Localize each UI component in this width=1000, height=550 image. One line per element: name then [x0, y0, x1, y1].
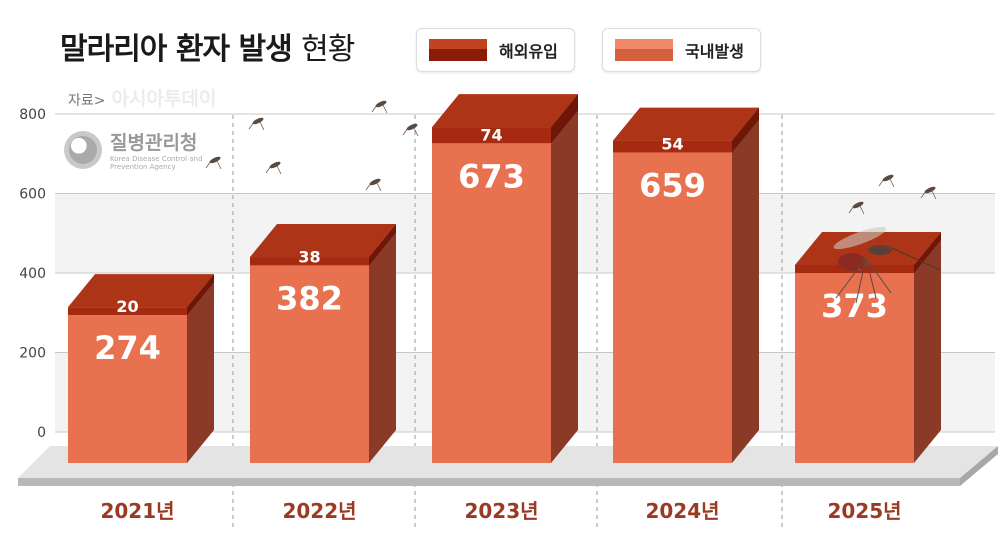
- bar-top-face: [613, 107, 759, 141]
- mosquito-leg: [365, 182, 372, 191]
- bar-overseas: [250, 257, 369, 266]
- y-tick-label: 600: [19, 187, 46, 203]
- overseas-value-label: 20: [116, 297, 138, 316]
- mosquito-large-wing: [833, 226, 887, 250]
- legend-overseas: 해외유입: [416, 28, 575, 72]
- source-line: 자료> 아시아투데이: [68, 84, 216, 111]
- mosquito-leg: [265, 165, 272, 174]
- bar-side-face: [187, 274, 214, 463]
- x-category-label: 2024년: [645, 499, 719, 523]
- bar-domestic: [432, 143, 551, 463]
- mosquito-icon: [924, 186, 936, 194]
- chart-title: 말라리아 환자 발생 현황: [60, 24, 355, 68]
- mosquito-leg: [920, 190, 927, 199]
- bar-side-overseas: [369, 224, 396, 266]
- bar-top-face: [68, 274, 214, 308]
- logo-text-block: 질병관리청 Korea Disease Control and Preventi…: [102, 128, 203, 171]
- overseas-value-label: 54: [661, 134, 683, 153]
- logo-sub2: Prevention Agency: [110, 163, 176, 171]
- legend-overseas-label: 해외유입: [499, 42, 558, 61]
- mosquito-large-leg: [865, 257, 877, 299]
- bar-top-face: [795, 232, 941, 265]
- logo-text: 질병관리청: [110, 132, 198, 154]
- mosquito-large-leg: [835, 257, 867, 299]
- bar-side-face: [914, 232, 941, 463]
- legend-overseas-swatch: [429, 39, 487, 61]
- mosquito-large-leg: [865, 257, 892, 294]
- legend-domestic-swatch: [615, 39, 673, 61]
- kdca-emblem-icon: [64, 130, 102, 169]
- bar-top-face: [432, 94, 578, 128]
- mosquito-leg: [878, 178, 885, 187]
- mosquito-large-icon: [838, 253, 866, 271]
- domestic-value-label: 274: [94, 329, 161, 367]
- floor-front: [18, 478, 960, 486]
- mosquito-leg: [931, 190, 937, 200]
- source-label: 자료>: [68, 93, 106, 109]
- x-category-label: 2021년: [100, 499, 174, 523]
- y-tick-label: 200: [19, 346, 46, 362]
- title-light: 현황: [301, 32, 355, 67]
- mosquito-leg: [382, 104, 388, 114]
- mosquito-large-leg: [855, 257, 867, 304]
- mosquito-leg: [371, 104, 378, 113]
- bar-overseas: [68, 307, 187, 316]
- kdca-logo: 질병관리청 Korea Disease Control and Preventi…: [64, 128, 203, 171]
- overseas-value-label: 38: [298, 247, 320, 266]
- x-category-label: 2022년: [282, 499, 356, 523]
- mosquito-large-proboscis: [891, 247, 941, 271]
- mosquito-icon: [375, 100, 387, 108]
- logo-sub1: Korea Disease Control and: [110, 155, 203, 163]
- bar-domestic: [613, 152, 732, 463]
- mosquito-icon: [852, 201, 864, 209]
- bar-domestic: [795, 273, 914, 463]
- bar-side-overseas: [187, 274, 214, 316]
- bar-side-overseas: [914, 232, 941, 273]
- mosquito-leg: [889, 178, 895, 188]
- bar-overseas: [432, 127, 551, 144]
- mosquito-leg: [259, 121, 265, 131]
- overseas-value-label: 74: [480, 125, 502, 144]
- y-tick-label: 400: [19, 266, 46, 282]
- domestic-value-label: 382: [276, 279, 343, 317]
- mosquito-icon: [269, 161, 281, 169]
- y-tick-label: 0: [37, 425, 46, 441]
- mosquito-leg: [248, 121, 255, 130]
- mosquito-icon: [209, 156, 221, 164]
- y-tick-label: 800: [19, 107, 46, 123]
- title-bold: 말라리아 환자 발생: [60, 32, 293, 67]
- x-category-label: 2025년: [827, 499, 901, 523]
- mosquito-leg: [848, 205, 855, 214]
- bar-side-face: [732, 107, 759, 464]
- mosquito-leg: [402, 127, 409, 136]
- mosquito-leg: [413, 127, 419, 137]
- mosquito-leg: [276, 165, 282, 175]
- mosquito-leg: [205, 160, 212, 169]
- bar-side-overseas: [551, 94, 578, 144]
- domestic-value-label: 673: [458, 157, 525, 195]
- mosquito-large-thorax: [868, 245, 892, 255]
- mosquito-icon: [882, 174, 894, 182]
- x-category-label: 2023년: [464, 499, 538, 523]
- bar-side-face: [551, 94, 578, 463]
- mosquito-icon: [252, 117, 264, 125]
- floor-side: [960, 446, 998, 486]
- mosquito-leg: [376, 182, 382, 192]
- mosquito-icon: [369, 178, 381, 186]
- bar-domestic: [68, 315, 187, 463]
- bar-side-face: [369, 224, 396, 463]
- domestic-value-label: 373: [821, 287, 888, 325]
- source-brand: 아시아투데이: [111, 88, 217, 110]
- mosquito-leg: [216, 160, 222, 170]
- legend-domestic: 국내발생: [602, 28, 761, 72]
- legend-domestic-label: 국내발생: [685, 42, 744, 61]
- mosquito-leg: [859, 205, 865, 215]
- domestic-value-label: 659: [639, 166, 706, 204]
- bar-overseas: [613, 140, 732, 153]
- mosquito-icon: [406, 123, 418, 131]
- bar-side-overseas: [732, 107, 759, 153]
- bar-domestic: [250, 265, 369, 463]
- bar-top-face: [250, 224, 396, 258]
